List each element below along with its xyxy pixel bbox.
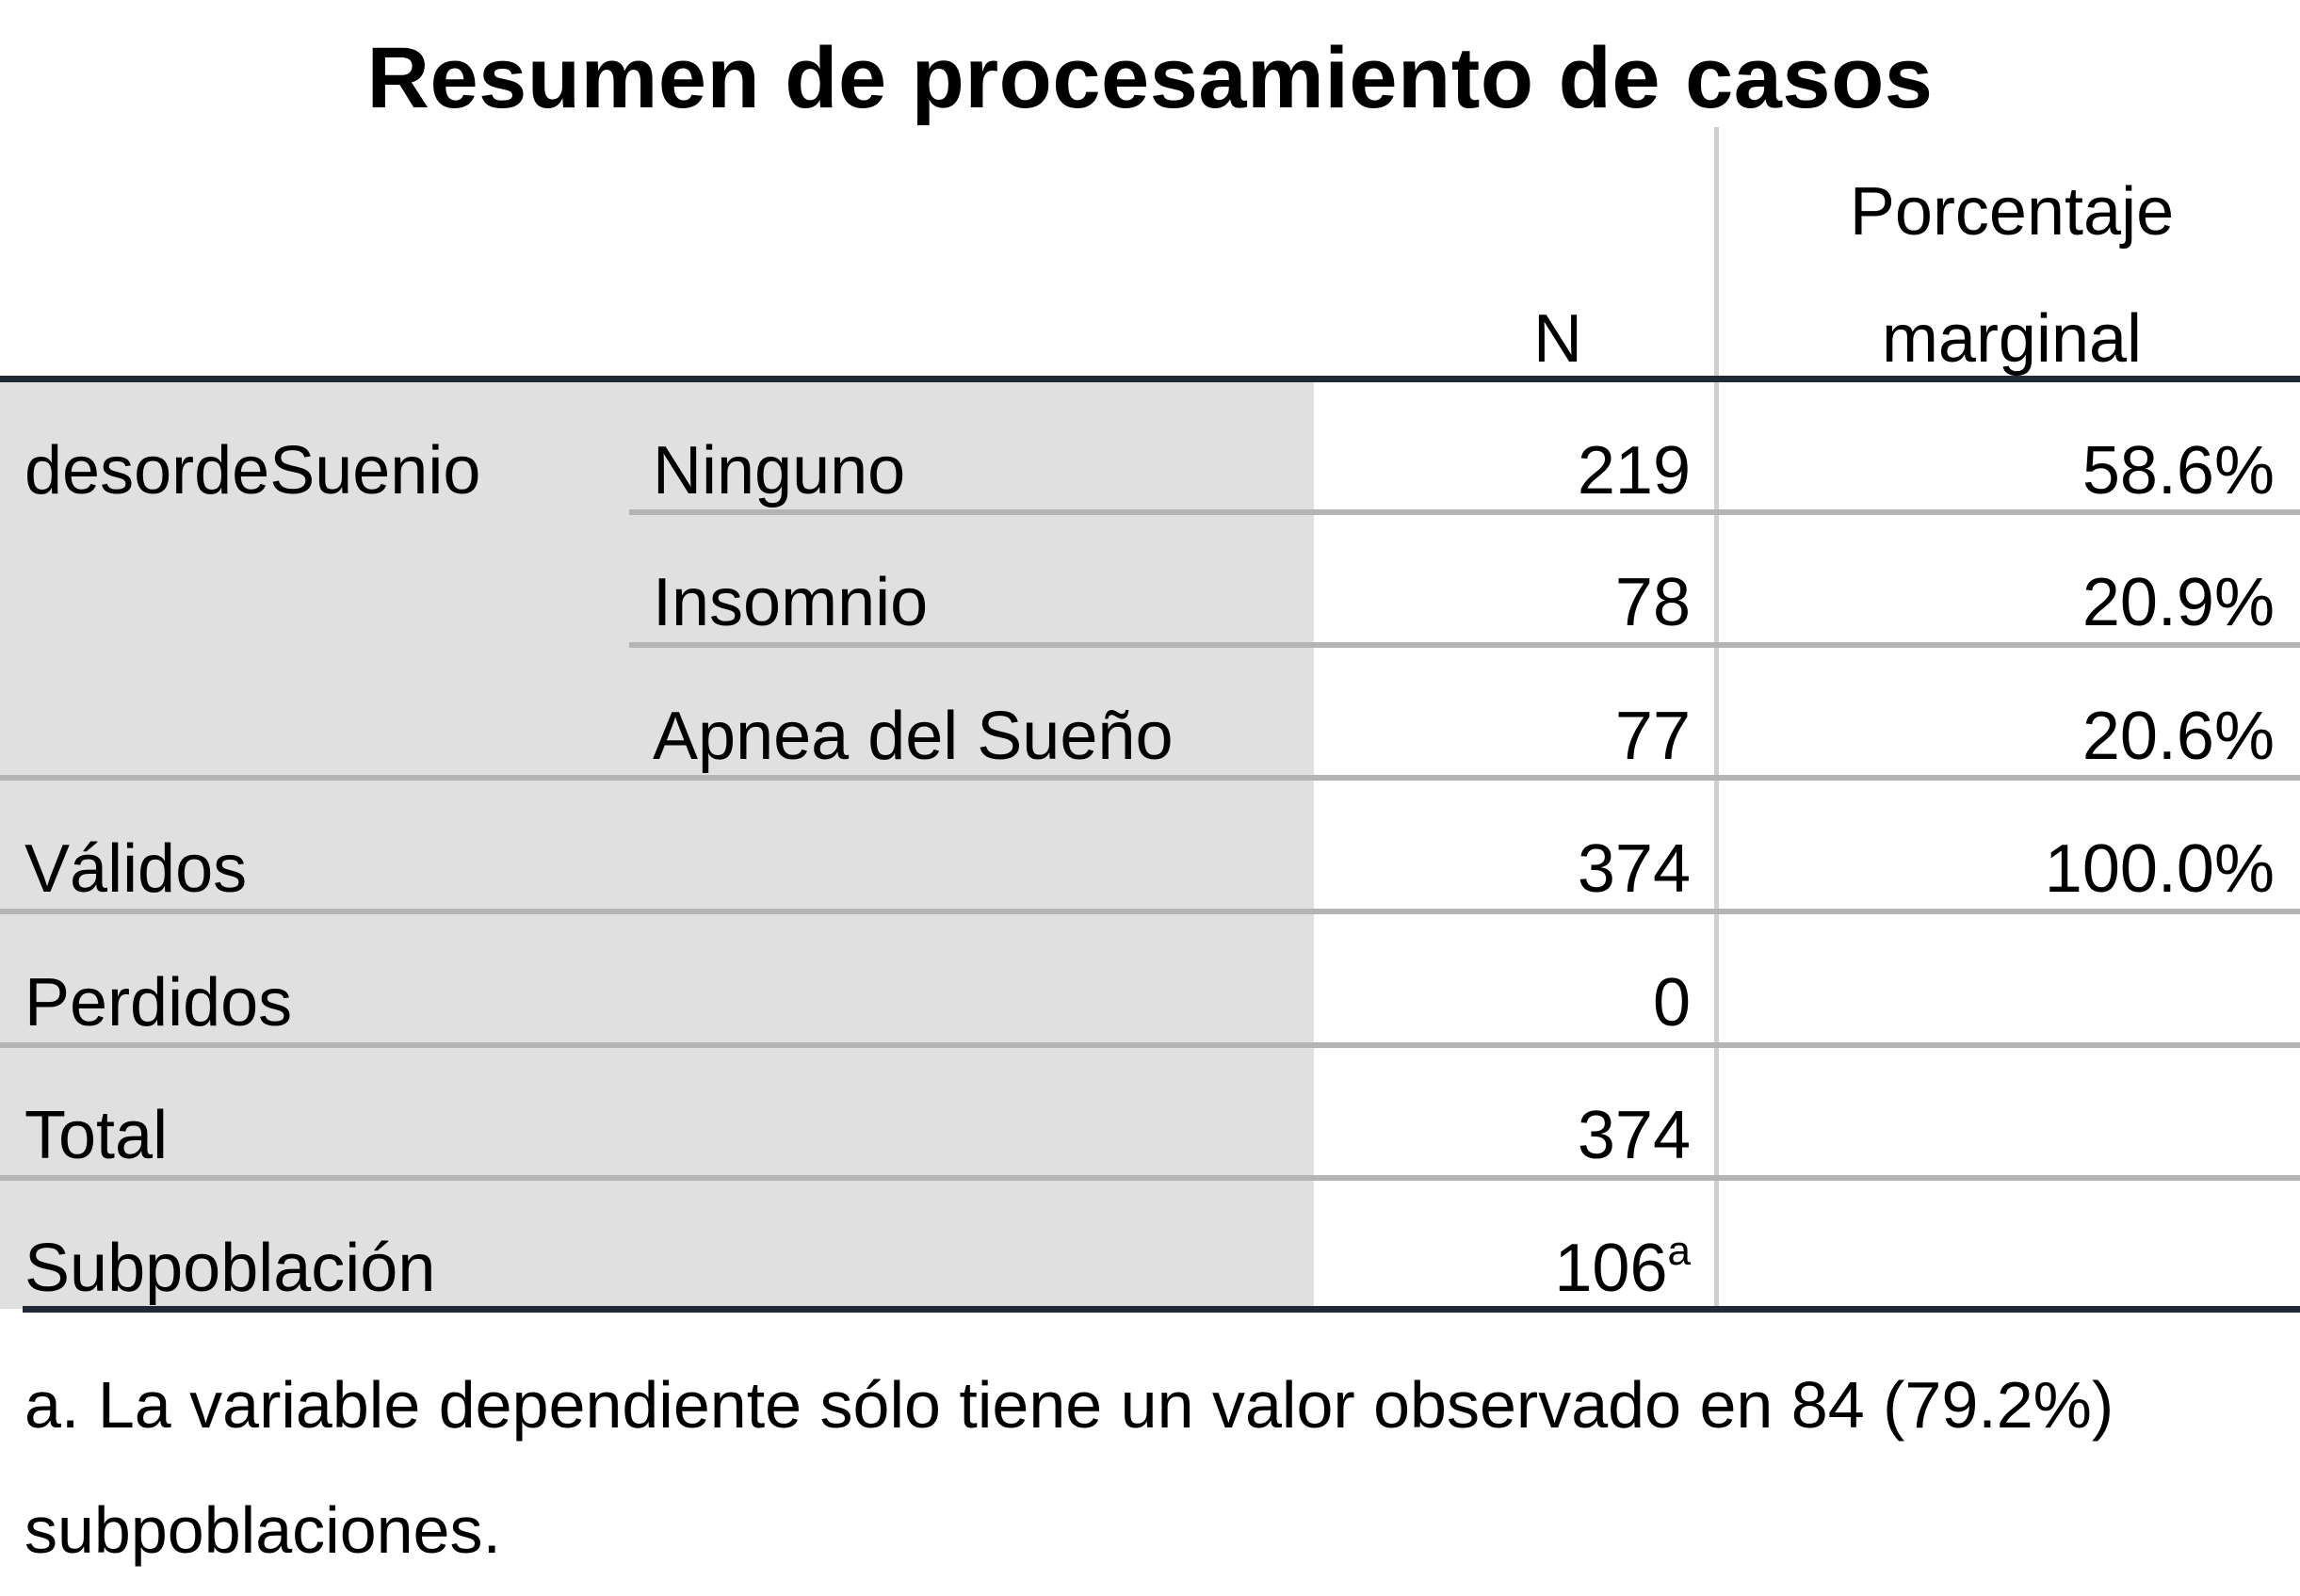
cell-n-value: 106 [1554,1231,1668,1306]
table-title: Resumen de procesamiento de casos [366,30,1934,126]
group-label-perdidos: Perdidos [24,965,293,1040]
row-divider [0,1042,2300,1048]
footnote-marker: a [1667,1228,1691,1274]
footnote-line2: subpoblaciones. [24,1493,501,1567]
cell-n-subpoblacion: 106a [1319,1226,1691,1311]
cell-n: 219 [1577,433,1691,508]
header-pct-line1: Porcentaje [1849,174,2175,250]
footnote-line1: a. La variable dependiente sólo tiene un… [24,1368,2114,1442]
header-rule [0,376,2300,382]
row-divider [0,1175,2300,1181]
row-divider [0,775,2300,781]
cell-n: 78 [1614,565,1691,640]
cell-pct: 58.6% [2081,433,2275,508]
table-bottom-rule [23,1306,2300,1313]
category-label: Insomnio [653,565,929,640]
cell-n: 374 [1577,831,1691,907]
cell-pct: 100.0% [2044,831,2275,907]
header-n: N [1533,301,1582,377]
row-divider [629,642,2300,648]
cell-n: 77 [1614,699,1691,774]
group-label-validos: Válidos [24,831,248,907]
category-label: Ninguno [653,433,906,508]
cell-n: 374 [1577,1098,1691,1173]
row-divider [0,909,2300,914]
header-pct-line2: marginal [1881,301,2143,377]
group-label-desordesuenio: desordeSuenio [24,433,481,508]
group-label-total: Total [24,1098,169,1173]
cell-pct: 20.6% [2081,699,2275,774]
cell-n: 0 [1652,965,1691,1040]
row-label-background [0,381,1314,1309]
category-label: Apnea del Sueño [653,699,1174,774]
column-divider [1714,127,1719,1311]
row-divider [629,509,2300,515]
cell-pct: 20.9% [2081,565,2275,640]
group-label-subpoblacion: Subpoblación [24,1231,436,1306]
